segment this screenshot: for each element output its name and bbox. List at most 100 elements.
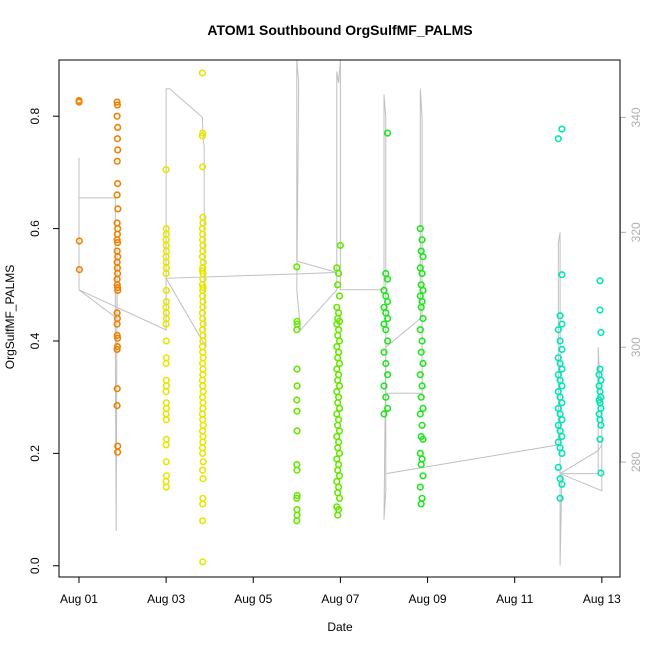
data-point-series-2 xyxy=(199,213,207,221)
data-point-series-2 xyxy=(199,298,207,306)
data-point-series-2 xyxy=(199,348,207,356)
data-point-series-3 xyxy=(333,455,341,463)
data-point-series-2 xyxy=(162,376,170,384)
data-point-series-3 xyxy=(335,404,344,413)
data-point-series-1 xyxy=(113,343,121,351)
data-point-series-4 xyxy=(384,314,392,323)
data-point-series-2 xyxy=(162,399,170,407)
data-point-series-3 xyxy=(334,511,342,519)
data-point-series-1 xyxy=(114,205,122,213)
data-point-series-3 xyxy=(335,449,344,458)
data-point-series-1 xyxy=(114,286,122,295)
data-point-series-2 xyxy=(199,421,207,429)
data-point-series-2 xyxy=(199,258,207,266)
data-point-series-5 xyxy=(554,135,562,143)
data-point-series-3 xyxy=(293,494,301,502)
data-point-series-4 xyxy=(384,404,392,413)
data-point-series-5 xyxy=(596,306,604,314)
data-point-series-4 xyxy=(417,281,425,289)
data-point-series-4 xyxy=(418,382,426,390)
data-point-series-3 xyxy=(293,317,301,325)
data-point-series-4 xyxy=(416,326,424,334)
data-point-series-2 xyxy=(199,365,207,373)
data-point-series-3 xyxy=(334,399,342,407)
data-point-series-1 xyxy=(113,101,121,109)
data-point-series-2 xyxy=(199,241,207,249)
data-point-series-3 xyxy=(293,511,301,519)
data-point-series-2 xyxy=(199,475,207,483)
data-point-series-5 xyxy=(596,277,604,285)
data-point-series-2 xyxy=(162,472,170,480)
x-tick-label: Aug 13 xyxy=(583,592,621,606)
data-point-series-5 xyxy=(556,312,564,320)
data-point-series-4 xyxy=(418,421,426,429)
data-point-series-5 xyxy=(558,416,566,424)
data-point-series-5 xyxy=(597,328,605,337)
data-point-series-4 xyxy=(416,483,424,491)
x-tick-label: Aug 03 xyxy=(147,592,185,606)
data-point-series-3 xyxy=(336,241,345,249)
data-point-series-3 xyxy=(334,444,342,452)
data-point-series-4 xyxy=(382,393,390,401)
data-point-series-4 xyxy=(380,348,388,356)
data-point-series-3 xyxy=(333,410,341,418)
data-point-series-3 xyxy=(334,376,342,384)
data-point-series-5 xyxy=(596,435,604,443)
data-point-series-2 xyxy=(162,269,170,278)
data-point-series-2 xyxy=(199,354,207,362)
data-point-series-2 xyxy=(199,517,207,525)
data-point-series-3 xyxy=(293,466,301,474)
data-point-series-4 xyxy=(416,371,424,379)
data-point-series-4 xyxy=(417,500,425,508)
data-point-series-5 xyxy=(554,326,562,334)
data-point-series-2 xyxy=(162,354,170,362)
y-right-tick-label: 320 xyxy=(629,222,643,242)
data-point-series-3 xyxy=(293,365,301,373)
data-point-series-5 xyxy=(597,469,605,477)
data-point-series-4 xyxy=(384,129,392,137)
data-point-series-3 xyxy=(335,416,343,424)
data-point-series-4 xyxy=(418,236,426,244)
data-point-series-2 xyxy=(199,284,207,292)
data-point-series-3 xyxy=(335,326,343,334)
data-point-series-2 xyxy=(162,166,170,174)
data-point-series-1 xyxy=(113,180,122,188)
y-right-tick-label: 340 xyxy=(629,107,643,127)
data-point-series-4 xyxy=(417,303,425,311)
data-point-series-3 xyxy=(335,337,344,345)
data-point-series-4 xyxy=(419,286,427,295)
data-point-series-3 xyxy=(293,407,301,415)
data-point-series-1 xyxy=(113,135,121,143)
data-point-series-1 xyxy=(113,284,122,292)
data-point-series-2 xyxy=(162,410,170,418)
data-point-series-3 xyxy=(335,483,343,491)
y-right-tick-label: 280 xyxy=(629,452,643,472)
data-point-series-4 xyxy=(417,393,425,401)
data-point-series-1 xyxy=(113,385,121,393)
data-point-series-3 xyxy=(335,438,343,446)
chart-title: ATOM1 Southbound OrgSulfMF_PALMS xyxy=(207,22,472,38)
data-point-series-1 xyxy=(113,191,121,199)
data-point-series-3 xyxy=(334,421,342,429)
overlay-line-group xyxy=(78,59,603,566)
x-tick-label: Aug 09 xyxy=(409,592,447,606)
data-point-series-2 xyxy=(199,399,207,407)
data-point-series-5 xyxy=(558,480,566,488)
data-point-series-4 xyxy=(416,410,424,418)
data-point-series-5 xyxy=(558,345,566,354)
data-point-series-4 xyxy=(380,410,388,418)
y-tick-label: 0.4 xyxy=(28,332,42,349)
data-point-series-2 xyxy=(199,267,207,275)
data-point-series-4 xyxy=(416,225,424,233)
data-point-series-2 xyxy=(199,449,207,458)
data-point-series-1 xyxy=(113,320,121,328)
y-tick-label: 0.0 xyxy=(28,557,42,574)
data-point-series-4 xyxy=(382,326,390,334)
data-point-series-2 xyxy=(199,438,207,446)
data-point-series-3 xyxy=(335,292,344,300)
data-point-series-1 xyxy=(113,157,121,165)
data-point-series-3 xyxy=(293,517,301,525)
data-point-series-1 xyxy=(113,402,121,410)
data-point-series-3 xyxy=(335,309,343,317)
